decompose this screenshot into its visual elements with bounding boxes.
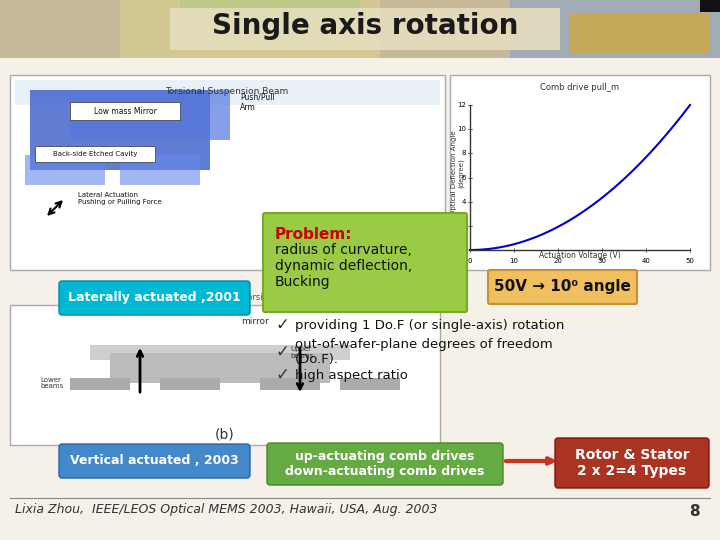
Bar [120, 0, 380, 58]
Bar [90, 345, 350, 360]
Text: Laterally actuated ,2001: Laterally actuated ,2001 [68, 292, 240, 305]
FancyBboxPatch shape [488, 270, 637, 304]
Text: Lixia Zhou,  IEEE/LEOS Optical MEMS 2003, Hawaii, USA, Aug. 2003: Lixia Zhou, IEEE/LEOS Optical MEMS 2003,… [15, 503, 438, 516]
Text: Lateral Actuation
Pushing or Pulling Force: Lateral Actuation Pushing or Pulling For… [78, 192, 161, 205]
Text: Push/Pull
Arm: Push/Pull Arm [240, 92, 275, 112]
Bar [570, 13, 710, 53]
Text: Rotor & Stator
2 x 2=4 Types: Rotor & Stator 2 x 2=4 Types [575, 448, 689, 478]
Bar [110, 353, 330, 383]
Bar [35, 146, 155, 162]
Bar [30, 90, 210, 170]
Bar [160, 378, 220, 390]
Text: 12: 12 [457, 102, 466, 108]
Bar [120, 155, 200, 185]
Bar [70, 90, 230, 140]
Text: 10: 10 [457, 126, 466, 132]
Text: radius of curvature,
dynamic deflection,
Bucking: radius of curvature, dynamic deflection,… [275, 243, 413, 289]
Bar [340, 378, 400, 390]
Bar [15, 80, 440, 105]
Text: Problem:: Problem: [275, 227, 353, 242]
Text: up-actuating comb drives
down-actuating comb drives: up-actuating comb drives down-actuating … [285, 450, 485, 478]
Bar [0, 58, 720, 540]
Bar [450, 75, 710, 270]
Text: 30: 30 [598, 258, 606, 264]
Text: high aspect ratio: high aspect ratio [295, 368, 408, 381]
Text: 2: 2 [462, 223, 466, 229]
Bar [10, 305, 440, 445]
Bar [70, 378, 130, 390]
Text: 50: 50 [685, 258, 694, 264]
Text: 4: 4 [462, 199, 466, 205]
Text: ✓: ✓ [275, 316, 289, 334]
Text: 40: 40 [642, 258, 650, 264]
Bar [700, 0, 720, 12]
Text: Vertical actuated , 2003: Vertical actuated , 2003 [70, 455, 238, 468]
Text: 20: 20 [554, 258, 562, 264]
Bar [260, 378, 320, 390]
Text: Low mass Mirror: Low mass Mirror [94, 106, 156, 116]
Text: Comb drive pull_m: Comb drive pull_m [541, 83, 620, 91]
Text: ✓: ✓ [275, 366, 289, 384]
Text: out-of-wafer-plane degrees of freedom
(Do.F).: out-of-wafer-plane degrees of freedom (D… [295, 338, 553, 366]
FancyBboxPatch shape [263, 213, 467, 312]
FancyBboxPatch shape [59, 444, 250, 478]
Bar [10, 75, 445, 270]
Bar [70, 102, 180, 120]
Text: ✓: ✓ [275, 343, 289, 361]
Text: providing 1 Do.F (or single-axis) rotation: providing 1 Do.F (or single-axis) rotati… [295, 319, 564, 332]
Text: 10: 10 [510, 258, 518, 264]
Text: torsional support: torsional support [244, 293, 316, 301]
Bar [0, 0, 720, 58]
Text: Upper
beams: Upper beams [290, 346, 313, 359]
Text: 0: 0 [462, 247, 466, 253]
Text: 8: 8 [689, 504, 700, 519]
FancyBboxPatch shape [59, 281, 250, 315]
Bar [170, 8, 560, 50]
Text: 8: 8 [462, 150, 466, 157]
Text: Single axis rotation: Single axis rotation [212, 12, 518, 40]
Bar [25, 155, 105, 185]
Text: Actuation Voltage (V): Actuation Voltage (V) [539, 251, 621, 260]
Text: Optical Deflection Angle
(degree): Optical Deflection Angle (degree) [451, 131, 464, 215]
FancyBboxPatch shape [555, 438, 709, 488]
Text: 6: 6 [462, 174, 466, 180]
Text: 50V → 10⁰ angle: 50V → 10⁰ angle [494, 280, 631, 294]
Text: 0: 0 [468, 258, 472, 264]
Text: Lower
beams: Lower beams [40, 376, 63, 389]
Bar [510, 0, 720, 58]
Text: Torsional Suspension Beam: Torsional Suspension Beam [166, 87, 289, 97]
FancyBboxPatch shape [267, 443, 503, 485]
Text: (b): (b) [215, 428, 235, 442]
Bar [180, 0, 360, 48]
Text: Back-side Etched Cavity: Back-side Etched Cavity [53, 151, 138, 157]
Text: mirror: mirror [241, 317, 269, 326]
